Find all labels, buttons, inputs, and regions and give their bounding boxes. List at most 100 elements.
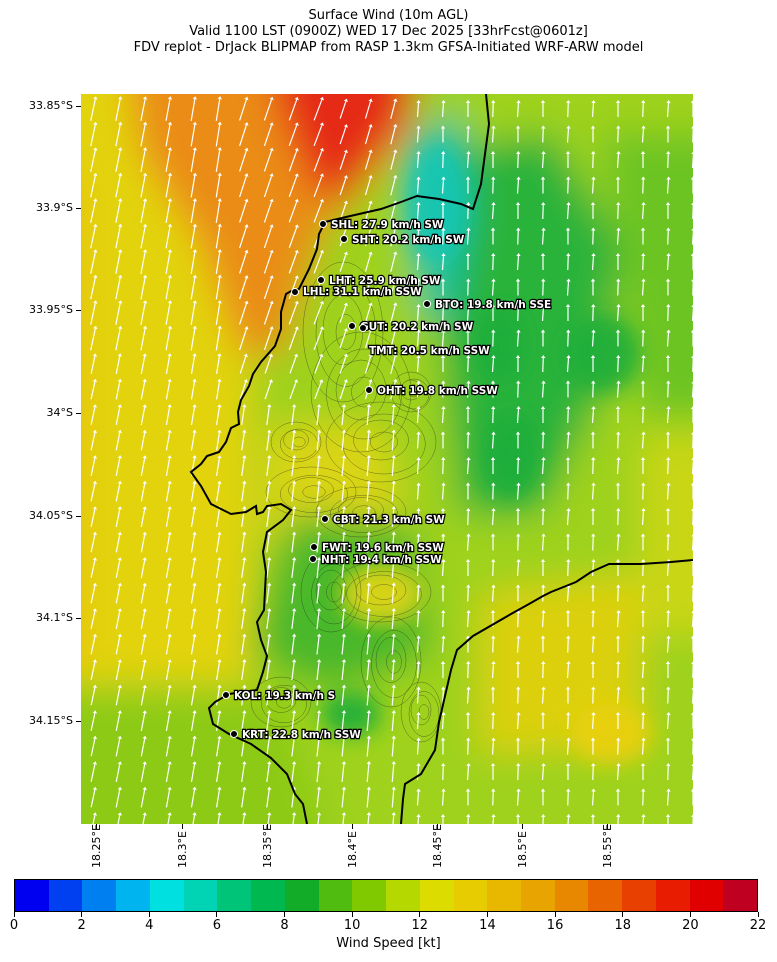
wind-arrow-head	[441, 304, 446, 308]
wind-arrow-head	[641, 788, 646, 792]
wind-arrow-head	[92, 582, 98, 587]
wind-arrow-head	[368, 174, 373, 179]
wind-arrow-head	[93, 172, 98, 177]
wind-arrow-head	[167, 812, 172, 816]
wind-arrow-head	[142, 274, 148, 279]
wind-arrow-head	[491, 661, 496, 665]
wind-arrow-head	[142, 378, 147, 383]
wind-arrow-head	[590, 737, 596, 741]
wind-arrow-head	[118, 325, 123, 330]
wind-arrow	[239, 175, 247, 198]
wind-arrow-head	[466, 151, 471, 155]
wind-arrow	[366, 661, 370, 681]
wind-arrow-head	[615, 559, 621, 562]
station-label-tmt: TMT: 20.5 km/h SSW	[369, 345, 490, 357]
wind-arrow-head	[416, 635, 421, 639]
wind-arrow-head	[92, 455, 98, 459]
contour-line	[375, 637, 407, 683]
wind-arrow	[263, 252, 273, 274]
wind-arrow-head	[465, 406, 471, 409]
wind-arrow-head	[244, 198, 249, 203]
wind-arrow	[90, 432, 96, 451]
wind-arrow-head	[269, 173, 274, 177]
wind-arrow-head	[192, 582, 197, 586]
wind-arrow-head	[490, 380, 496, 384]
wind-arrow-head	[466, 125, 471, 129]
wind-arrow-head	[192, 735, 197, 739]
wind-arrow-head	[416, 686, 421, 690]
wind-arrow-head	[666, 686, 671, 690]
wind-arrow	[316, 636, 320, 655]
wind-arrow-head	[294, 96, 299, 101]
wind-arrow	[591, 638, 595, 653]
wind-arrow-head	[616, 202, 621, 206]
wind-arrow-head	[641, 559, 646, 563]
wind-arrow	[566, 663, 570, 679]
wind-arrow-head	[192, 684, 197, 688]
wind-arrow-head	[217, 198, 222, 202]
wind-arrow-head	[666, 457, 671, 461]
wind-arrow	[566, 281, 570, 296]
contour-line	[265, 466, 357, 518]
wind-arrow-head	[666, 227, 671, 231]
wind-arrow	[441, 714, 445, 730]
wind-arrow-head	[441, 380, 446, 384]
wind-arrow	[266, 636, 270, 655]
wind-arrow	[416, 255, 420, 271]
wind-arrow-head	[118, 223, 123, 228]
lat-label-34-05: 34.05°S	[29, 509, 73, 522]
wind-arrow-head	[267, 404, 272, 408]
wind-arrow-head	[565, 533, 571, 537]
wind-arrow	[416, 204, 420, 220]
wind-arrow	[215, 175, 221, 198]
wind-arrow-head	[319, 326, 324, 330]
wind-arrow-head	[316, 531, 322, 535]
wind-arrow	[339, 356, 347, 374]
wind-arrow	[641, 434, 645, 449]
wind-arrow-head	[267, 531, 272, 535]
wind-arrow-head	[291, 812, 297, 816]
wind-arrow-head	[640, 151, 646, 154]
wind-arrow-head	[217, 710, 222, 714]
wind-arrow-head	[217, 812, 222, 816]
station-marker-kol	[222, 691, 230, 699]
wind-arrow-head	[491, 712, 496, 716]
wind-arrow-head	[641, 406, 646, 410]
wind-arrow-head	[269, 122, 274, 126]
wind-arrow-head	[267, 735, 272, 739]
wind-arrow-head	[590, 508, 596, 511]
station-marker-gut	[348, 322, 356, 330]
wind-arrow-head	[640, 457, 646, 460]
wind-arrow-head	[541, 661, 546, 665]
wind-arrow-head	[691, 763, 693, 766]
wind-arrow	[165, 534, 171, 553]
colorbar-tick	[689, 912, 691, 917]
wind-arrow	[416, 332, 420, 347]
wind-arrow-head	[291, 557, 297, 561]
station-marker-lht	[317, 276, 325, 284]
wind-arrow-head	[93, 274, 98, 279]
wind-arrow-head	[640, 686, 646, 690]
wind-arrow-head	[516, 304, 521, 308]
wind-arrow	[140, 534, 146, 553]
wind-arrow-head	[142, 506, 147, 510]
wind-arrow-head	[294, 275, 299, 279]
wind-arrow	[316, 406, 320, 426]
wind-arrow	[641, 740, 645, 755]
chart-subtitle-model: FDV replot - DrJack BLIPMAP from RASP 1.…	[133, 40, 644, 55]
wind-arrow	[90, 534, 96, 553]
wind-arrow-head	[167, 761, 172, 765]
wind-arrow-head	[691, 304, 693, 307]
wind-arrow	[241, 764, 245, 782]
wind-arrow	[313, 328, 323, 351]
wind-arrow	[641, 587, 645, 602]
wind-arrow-head	[441, 253, 446, 257]
wind-arrow-head	[440, 202, 446, 205]
wind-arrow-head	[366, 582, 372, 586]
wind-arrow	[215, 483, 221, 502]
wind-arrow-head	[591, 559, 596, 563]
wind-arrow-head	[616, 661, 621, 665]
wind-arrow	[541, 230, 545, 245]
contour-line	[330, 561, 432, 623]
wind-arrow	[566, 510, 570, 526]
